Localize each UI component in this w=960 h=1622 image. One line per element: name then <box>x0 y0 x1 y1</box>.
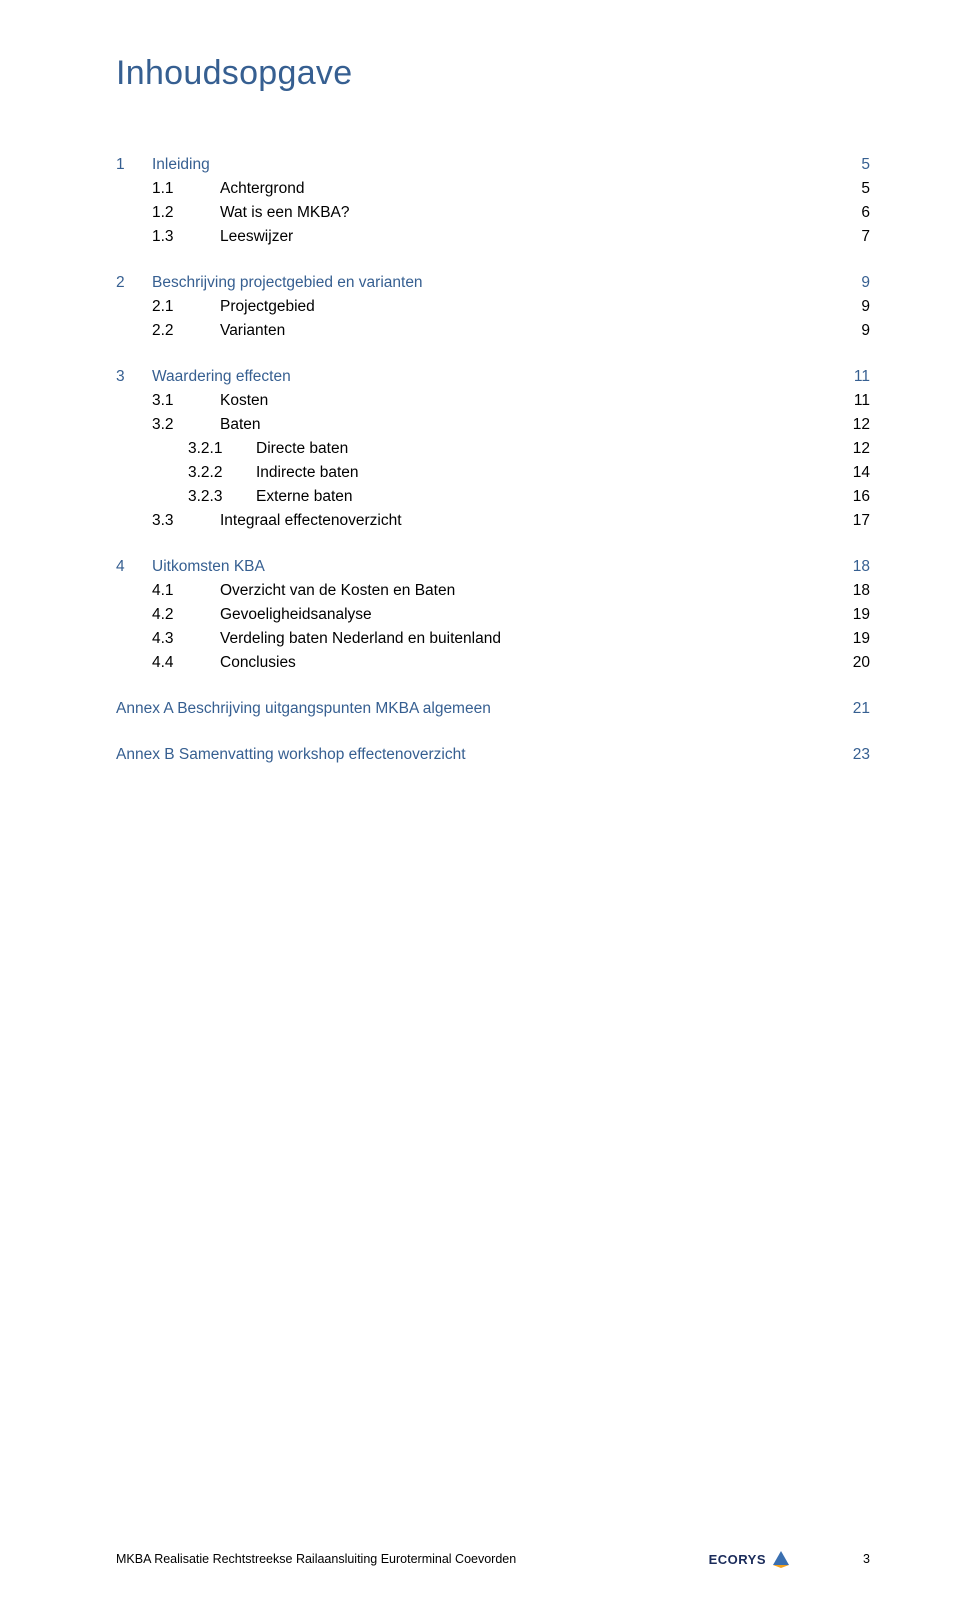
toc-entry-lvl3[interactable]: 3.2.2 Indirecte baten 14 <box>116 461 870 485</box>
toc-label: Baten <box>220 413 830 437</box>
page-footer: MKBA Realisatie Rechtstreekse Railaanslu… <box>116 1550 870 1568</box>
toc-page: 11 <box>830 365 870 389</box>
toc-page: 5 <box>830 177 870 201</box>
toc-page: 9 <box>830 271 870 295</box>
toc-label: Waardering effecten <box>152 365 830 389</box>
toc-entry-lvl2[interactable]: 4.2 Gevoeligheidsanalyse 19 <box>116 603 870 627</box>
toc-page: 9 <box>830 319 870 343</box>
toc-number: 1 <box>116 153 152 177</box>
toc-entry-lvl1[interactable]: 2 Beschrijving projectgebied en variante… <box>116 271 870 295</box>
page: Inhoudsopgave 1 Inleiding 5 1.1 Achtergr… <box>0 0 960 1622</box>
toc-number: 4.4 <box>152 651 220 675</box>
toc-page: 7 <box>830 225 870 249</box>
toc-entry-annex[interactable]: Annex B Samenvatting workshop effectenov… <box>116 743 870 767</box>
toc-entry-lvl2[interactable]: 1.3 Leeswijzer 7 <box>116 225 870 249</box>
toc-entry-annex[interactable]: Annex A Beschrijving uitgangspunten MKBA… <box>116 697 870 721</box>
toc-page: 19 <box>830 603 870 627</box>
ecorys-triangle-icon <box>772 1550 790 1568</box>
toc-label: Achtergrond <box>220 177 830 201</box>
toc-entry-lvl2[interactable]: 3.1 Kosten 11 <box>116 389 870 413</box>
toc-label: Gevoeligheidsanalyse <box>220 603 830 627</box>
footer-doc-title: MKBA Realisatie Rechtstreekse Railaanslu… <box>116 1552 709 1566</box>
toc-section: Annex B Samenvatting workshop effectenov… <box>116 743 870 767</box>
page-title: Inhoudsopgave <box>116 54 870 93</box>
toc-entry-lvl1[interactable]: 3 Waardering effecten 11 <box>116 365 870 389</box>
toc-number: 1.2 <box>152 201 220 225</box>
toc-page: 23 <box>830 743 870 767</box>
toc-label: Beschrijving projectgebied en varianten <box>152 271 830 295</box>
toc-entry-lvl3[interactable]: 3.2.1 Directe baten 12 <box>116 437 870 461</box>
toc-number: 4.1 <box>152 579 220 603</box>
toc-number: 4 <box>116 555 152 579</box>
toc-label: Wat is een MKBA? <box>220 201 830 225</box>
toc-label: Integraal effectenoverzicht <box>220 509 830 533</box>
toc-number: 1.3 <box>152 225 220 249</box>
toc-entry-lvl2[interactable]: 1.1 Achtergrond 5 <box>116 177 870 201</box>
toc-number: 2.1 <box>152 295 220 319</box>
toc-page: 18 <box>830 555 870 579</box>
toc-label: Conclusies <box>220 651 830 675</box>
toc-entry-lvl2[interactable]: 2.2 Varianten 9 <box>116 319 870 343</box>
toc-section: Annex A Beschrijving uitgangspunten MKBA… <box>116 697 870 721</box>
toc-section: 1 Inleiding 5 1.1 Achtergrond 5 1.2 Wat … <box>116 153 870 249</box>
toc-page: 11 <box>830 389 870 413</box>
toc-number: 3.2.1 <box>188 437 256 461</box>
toc-entry-lvl2[interactable]: 4.4 Conclusies 20 <box>116 651 870 675</box>
toc-page: 19 <box>830 627 870 651</box>
toc-label: Annex B Samenvatting workshop effectenov… <box>116 743 830 767</box>
toc-label: Uitkomsten KBA <box>152 555 830 579</box>
toc-page: 21 <box>830 697 870 721</box>
toc-number: 2.2 <box>152 319 220 343</box>
toc-page: 17 <box>830 509 870 533</box>
toc-entry-lvl2[interactable]: 3.2 Baten 12 <box>116 413 870 437</box>
footer-page-number: 3 <box>850 1552 870 1566</box>
toc-page: 16 <box>830 485 870 509</box>
toc-entry-lvl2[interactable]: 2.1 Projectgebied 9 <box>116 295 870 319</box>
toc-label: Projectgebied <box>220 295 830 319</box>
toc-number: 3.2.3 <box>188 485 256 509</box>
toc-entry-lvl3[interactable]: 3.2.3 Externe baten 16 <box>116 485 870 509</box>
toc-label: Annex A Beschrijving uitgangspunten MKBA… <box>116 697 830 721</box>
toc-label: Verdeling baten Nederland en buitenland <box>220 627 830 651</box>
toc-label: Inleiding <box>152 153 830 177</box>
toc-number: 2 <box>116 271 152 295</box>
toc-label: Directe baten <box>256 437 830 461</box>
toc-entry-lvl2[interactable]: 3.3 Integraal effectenoverzicht 17 <box>116 509 870 533</box>
toc-page: 5 <box>830 153 870 177</box>
toc-label: Varianten <box>220 319 830 343</box>
toc-entry-lvl1[interactable]: 4 Uitkomsten KBA 18 <box>116 555 870 579</box>
toc-number: 3 <box>116 365 152 389</box>
toc-number: 3.2.2 <box>188 461 256 485</box>
toc-label: Leeswijzer <box>220 225 830 249</box>
toc-label: Overzicht van de Kosten en Baten <box>220 579 830 603</box>
toc-entry-lvl2[interactable]: 1.2 Wat is een MKBA? 6 <box>116 201 870 225</box>
table-of-contents: 1 Inleiding 5 1.1 Achtergrond 5 1.2 Wat … <box>116 153 870 767</box>
toc-entry-lvl2[interactable]: 4.3 Verdeling baten Nederland en buitenl… <box>116 627 870 651</box>
toc-number: 3.1 <box>152 389 220 413</box>
toc-section: 3 Waardering effecten 11 3.1 Kosten 11 3… <box>116 365 870 533</box>
footer-logo: ECORYS <box>709 1550 790 1568</box>
toc-entry-lvl2[interactable]: 4.1 Overzicht van de Kosten en Baten 18 <box>116 579 870 603</box>
toc-page: 12 <box>830 437 870 461</box>
toc-number: 4.2 <box>152 603 220 627</box>
toc-label: Indirecte baten <box>256 461 830 485</box>
toc-section: 4 Uitkomsten KBA 18 4.1 Overzicht van de… <box>116 555 870 675</box>
toc-page: 9 <box>830 295 870 319</box>
toc-section: 2 Beschrijving projectgebied en variante… <box>116 271 870 343</box>
toc-number: 1.1 <box>152 177 220 201</box>
toc-page: 14 <box>830 461 870 485</box>
footer-logo-text: ECORYS <box>709 1552 766 1567</box>
toc-number: 3.3 <box>152 509 220 533</box>
toc-label: Kosten <box>220 389 830 413</box>
toc-number: 4.3 <box>152 627 220 651</box>
toc-page: 6 <box>830 201 870 225</box>
toc-entry-lvl1[interactable]: 1 Inleiding 5 <box>116 153 870 177</box>
toc-number: 3.2 <box>152 413 220 437</box>
toc-page: 12 <box>830 413 870 437</box>
toc-label: Externe baten <box>256 485 830 509</box>
toc-page: 20 <box>830 651 870 675</box>
toc-page: 18 <box>830 579 870 603</box>
